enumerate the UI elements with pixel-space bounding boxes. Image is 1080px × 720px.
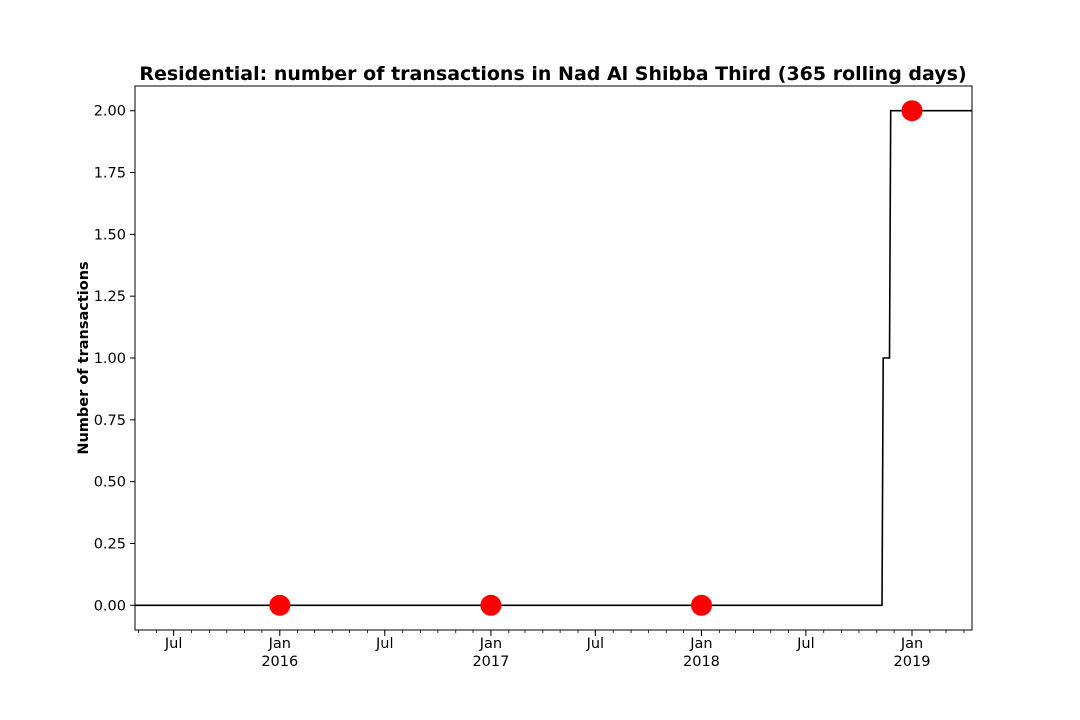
x-tick-label: Jan <box>900 636 923 652</box>
y-tick-label: 1.00 <box>94 351 126 367</box>
x-tick-label: Jan <box>479 636 502 652</box>
y-tick-label: 1.75 <box>94 166 126 182</box>
data-point <box>691 594 712 616</box>
x-tick-label: Jan <box>268 636 291 652</box>
y-tick-label: 0.50 <box>94 475 126 491</box>
x-tick-year-label: 2017 <box>472 654 509 670</box>
series-line <box>135 109 972 607</box>
x-tick-label: Jan <box>689 636 712 652</box>
data-point <box>901 100 923 122</box>
x-tick-label: Jul <box>796 636 815 652</box>
y-tick-label: 0.00 <box>94 598 126 614</box>
plot-frame <box>134 85 973 631</box>
x-tick-label: Jul <box>164 636 183 652</box>
y-tick-label: 0.75 <box>94 413 126 429</box>
data-point <box>480 594 502 616</box>
plot-area <box>135 100 972 616</box>
x-tick-label: Jul <box>586 636 605 652</box>
y-axis-label: Number of transactions <box>76 261 92 454</box>
y-tick-label: 2.00 <box>94 104 126 120</box>
x-tick-label: Jul <box>375 636 394 652</box>
axes: 0.00 0.25 0.50 0.75 1.00 1.25 1.50 1.75 2.00 Jul J… <box>94 85 973 670</box>
x-tick-year-label: 2019 <box>894 654 931 670</box>
y-tick-label: 1.50 <box>94 227 126 243</box>
chart-title: Residential: number of transactions in N… <box>139 63 966 85</box>
data-point <box>269 594 291 616</box>
y-tick-label: 0.25 <box>94 536 126 552</box>
y-tick-label: 1.25 <box>94 289 126 305</box>
x-tick-year-label: 2018 <box>683 654 720 670</box>
x-tick-year-label: 2016 <box>261 654 298 670</box>
